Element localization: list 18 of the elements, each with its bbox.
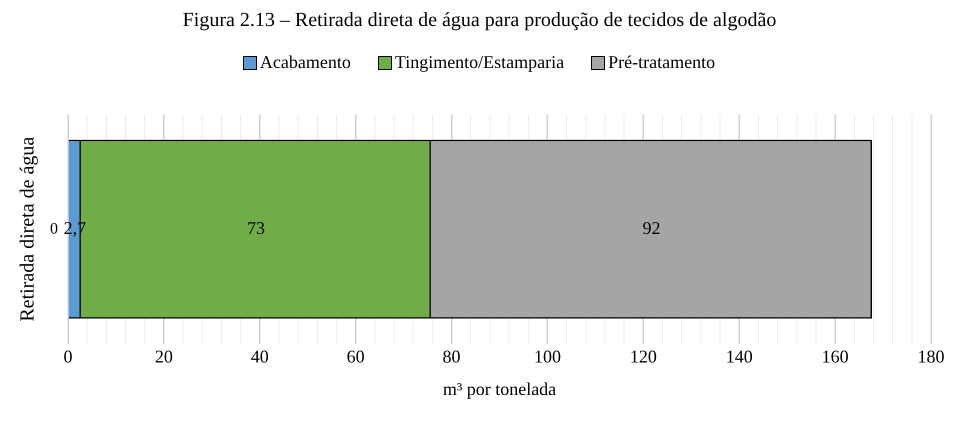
legend-label: Tingimento/Estamparia — [394, 52, 564, 73]
data-label: 92 — [642, 218, 660, 238]
x-tick-label: 40 — [250, 346, 269, 366]
x-tick-label: 0 — [64, 346, 72, 366]
x-tick-label: 120 — [630, 346, 657, 366]
x-tick-label: 160 — [822, 346, 849, 366]
x-tick-label: 20 — [154, 346, 173, 366]
chart-title: Figura 2.13 – Retirada direta de água para produção de tecidos de algodão — [182, 8, 778, 32]
x-axis-title: m³ por tonelada — [442, 378, 556, 399]
x-tick-label: 80 — [442, 346, 461, 366]
x-tick-label: 140 — [726, 346, 753, 366]
data-label: 73 — [246, 218, 265, 238]
x-tick-label: 60 — [346, 346, 365, 366]
legend-label: Pré-tratamento — [608, 52, 716, 73]
legend-label: Acabamento — [260, 52, 351, 73]
y-axis-title: Retirada direta de água — [16, 136, 38, 322]
x-tick-label: 100 — [534, 346, 561, 366]
x-tick-label: 180 — [918, 346, 944, 366]
